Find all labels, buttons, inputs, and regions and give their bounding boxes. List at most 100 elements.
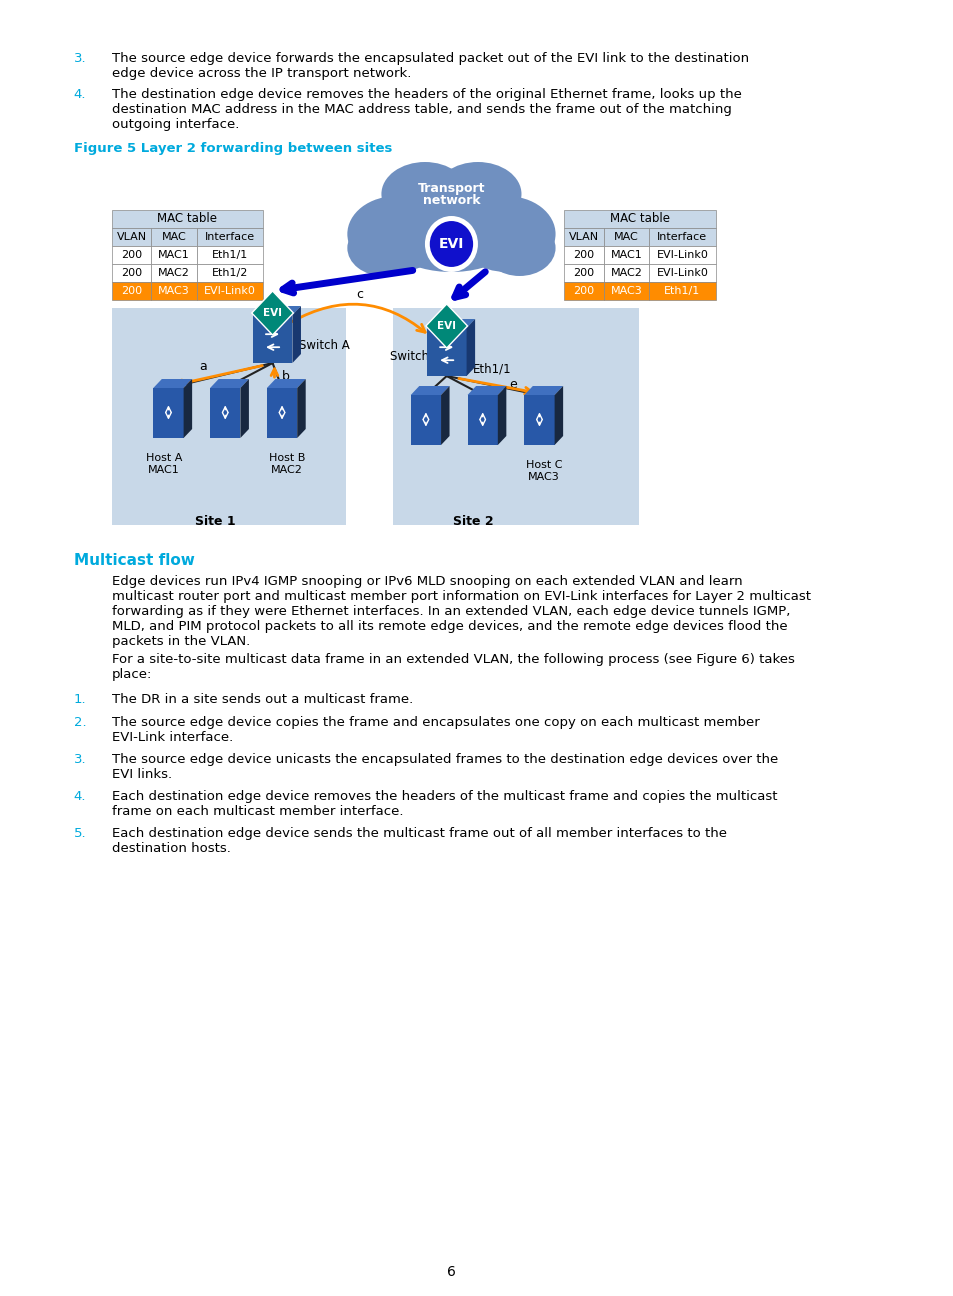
Ellipse shape bbox=[381, 162, 468, 226]
Text: MAC: MAC bbox=[162, 232, 187, 242]
Polygon shape bbox=[210, 388, 240, 438]
Text: Host A
MAC1: Host A MAC1 bbox=[146, 454, 182, 474]
Polygon shape bbox=[440, 386, 449, 445]
Text: e: e bbox=[509, 378, 517, 391]
Bar bbox=[152, 283, 196, 299]
Polygon shape bbox=[253, 306, 300, 315]
Text: 200: 200 bbox=[121, 268, 142, 279]
Text: EVI-Link0: EVI-Link0 bbox=[656, 250, 707, 260]
Bar bbox=[152, 228, 196, 246]
Bar bbox=[196, 283, 263, 299]
Ellipse shape bbox=[428, 220, 474, 268]
Ellipse shape bbox=[456, 196, 555, 272]
Text: Interface: Interface bbox=[657, 232, 707, 242]
Text: EVI: EVI bbox=[263, 308, 282, 318]
Bar bbox=[563, 246, 603, 264]
Polygon shape bbox=[210, 378, 249, 388]
Bar bbox=[112, 246, 152, 264]
Polygon shape bbox=[524, 386, 562, 395]
Text: The source edge device forwards the encapsulated packet out of the EVI link to t: The source edge device forwards the enca… bbox=[112, 52, 748, 80]
Text: Eth1/1: Eth1/1 bbox=[663, 286, 700, 295]
Bar bbox=[112, 283, 152, 299]
Polygon shape bbox=[425, 305, 467, 349]
Polygon shape bbox=[253, 315, 293, 363]
Text: MAC1: MAC1 bbox=[610, 250, 641, 260]
Bar bbox=[112, 228, 152, 246]
Bar bbox=[649, 264, 715, 283]
Text: 1.: 1. bbox=[73, 693, 87, 706]
Bar bbox=[649, 283, 715, 299]
Text: Transport: Transport bbox=[417, 181, 485, 194]
Ellipse shape bbox=[347, 196, 445, 272]
Polygon shape bbox=[153, 388, 183, 438]
Text: Each destination edge device sends the multicast frame out of all member interfa: Each destination edge device sends the m… bbox=[112, 827, 726, 855]
Text: For a site-to-site multicast data frame in an extended VLAN, the following proce: For a site-to-site multicast data frame … bbox=[112, 653, 794, 680]
Bar bbox=[152, 246, 196, 264]
Ellipse shape bbox=[374, 172, 529, 272]
Text: The destination edge device removes the headers of the original Ethernet frame, : The destination edge device removes the … bbox=[112, 88, 740, 131]
Polygon shape bbox=[411, 395, 440, 445]
Bar bbox=[112, 308, 346, 525]
Ellipse shape bbox=[347, 220, 418, 276]
Text: Site 2: Site 2 bbox=[453, 515, 493, 527]
Text: c: c bbox=[355, 288, 363, 301]
Text: Figure 5 Layer 2 forwarding between sites: Figure 5 Layer 2 forwarding between site… bbox=[73, 143, 392, 156]
Text: MAC2: MAC2 bbox=[158, 268, 190, 279]
Text: Interface: Interface bbox=[205, 232, 254, 242]
Bar bbox=[196, 228, 263, 246]
Text: MAC3: MAC3 bbox=[158, 286, 190, 295]
Text: 3.: 3. bbox=[73, 52, 87, 65]
Text: MAC table: MAC table bbox=[157, 213, 217, 226]
Polygon shape bbox=[297, 378, 305, 438]
Text: 200: 200 bbox=[573, 286, 594, 295]
Bar bbox=[563, 228, 603, 246]
Text: MAC table: MAC table bbox=[609, 213, 669, 226]
Text: Eth1/1: Eth1/1 bbox=[473, 363, 512, 376]
Polygon shape bbox=[240, 378, 249, 438]
Ellipse shape bbox=[483, 220, 555, 276]
Text: Eth1/1: Eth1/1 bbox=[212, 250, 248, 260]
Polygon shape bbox=[467, 386, 506, 395]
Text: The DR in a site sends out a multicast frame.: The DR in a site sends out a multicast f… bbox=[112, 693, 413, 706]
Text: MAC2: MAC2 bbox=[610, 268, 641, 279]
Text: Each destination edge device removes the headers of the multicast frame and copi: Each destination edge device removes the… bbox=[112, 791, 777, 818]
Text: Site 1: Site 1 bbox=[195, 515, 235, 527]
Bar bbox=[563, 264, 603, 283]
Text: network: network bbox=[422, 194, 479, 207]
Bar bbox=[152, 264, 196, 283]
Bar bbox=[649, 246, 715, 264]
Text: EVI-Link0: EVI-Link0 bbox=[204, 286, 255, 295]
Polygon shape bbox=[466, 319, 475, 376]
Text: 6: 6 bbox=[447, 1265, 456, 1279]
Bar bbox=[112, 264, 152, 283]
Polygon shape bbox=[293, 306, 300, 363]
Text: MAC: MAC bbox=[614, 232, 639, 242]
Text: VLAN: VLAN bbox=[116, 232, 147, 242]
Text: 5.: 5. bbox=[73, 827, 87, 840]
Ellipse shape bbox=[434, 162, 521, 226]
Text: MAC1: MAC1 bbox=[158, 250, 190, 260]
Text: d: d bbox=[431, 342, 439, 355]
Polygon shape bbox=[267, 388, 297, 438]
Bar bbox=[112, 210, 263, 228]
Polygon shape bbox=[426, 328, 466, 376]
Polygon shape bbox=[252, 292, 294, 334]
Text: a: a bbox=[198, 360, 206, 373]
Ellipse shape bbox=[424, 216, 477, 272]
Text: 3.: 3. bbox=[73, 753, 87, 766]
Text: 200: 200 bbox=[573, 250, 594, 260]
Text: 4.: 4. bbox=[73, 791, 86, 804]
Text: 200: 200 bbox=[573, 268, 594, 279]
Polygon shape bbox=[467, 395, 497, 445]
Text: Multicast flow: Multicast flow bbox=[73, 553, 194, 568]
Bar bbox=[196, 264, 263, 283]
Text: Edge devices run IPv4 IGMP snooping or IPv6 MLD snooping on each extended VLAN a: Edge devices run IPv4 IGMP snooping or I… bbox=[112, 575, 810, 648]
Polygon shape bbox=[497, 386, 506, 445]
Text: Eth1/2: Eth1/2 bbox=[212, 268, 248, 279]
Bar bbox=[603, 228, 649, 246]
Text: EVI: EVI bbox=[436, 321, 456, 330]
Polygon shape bbox=[153, 378, 192, 388]
Bar bbox=[196, 246, 263, 264]
Bar bbox=[563, 210, 715, 228]
Text: Switch B: Switch B bbox=[390, 350, 440, 363]
